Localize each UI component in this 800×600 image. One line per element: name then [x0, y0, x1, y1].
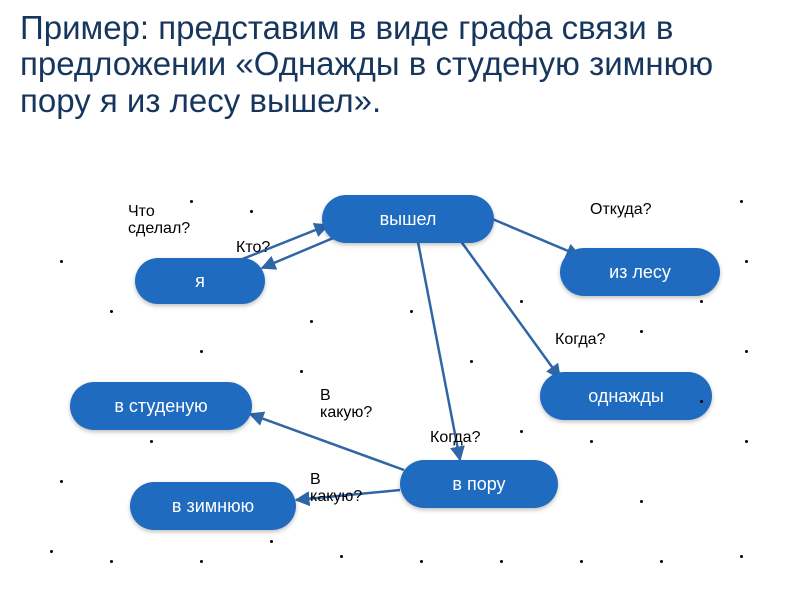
decorative-dot	[420, 560, 423, 563]
decorative-dot	[520, 430, 523, 433]
decorative-dot	[700, 400, 703, 403]
edge-vyshel-izlesu	[490, 218, 580, 256]
slide: Пример: представим в виде графа связи в …	[0, 0, 800, 600]
decorative-dot	[660, 560, 663, 563]
decorative-dot	[110, 560, 113, 563]
node-vzimnyuyu: в зимнюю	[130, 482, 296, 530]
node-vstudenuyu: в студеную	[70, 382, 252, 430]
decorative-dot	[640, 330, 643, 333]
decorative-dot	[745, 350, 748, 353]
edge-label-ya-vyshel: Что сделал?	[128, 204, 190, 238]
decorative-dot	[740, 555, 743, 558]
edge-vporu-vstudenuyu	[250, 414, 404, 470]
node-vporu: в пору	[400, 460, 558, 508]
node-izlesu: из лесу	[560, 248, 720, 296]
edge-label-vyshel-izlesu: Откуда?	[590, 202, 652, 219]
edge-label-vporu-vzimnyuyu: В какую?	[310, 472, 362, 506]
edge-label-vporu-vstudenuyu: В какую?	[320, 388, 372, 422]
node-ya: я	[135, 258, 265, 304]
decorative-dot	[310, 320, 313, 323]
edge-vyshel-vporu	[418, 242, 460, 460]
decorative-dot	[60, 260, 63, 263]
decorative-dot	[110, 310, 113, 313]
node-odnazhdy: однажды	[540, 372, 712, 420]
decorative-dot	[580, 560, 583, 563]
decorative-dot	[700, 300, 703, 303]
edge-vyshel-ya	[262, 236, 338, 268]
decorative-dot	[740, 200, 743, 203]
decorative-dot	[190, 200, 193, 203]
decorative-dot	[200, 560, 203, 563]
decorative-dot	[745, 440, 748, 443]
decorative-dot	[60, 480, 63, 483]
decorative-dot	[270, 540, 273, 543]
decorative-dot	[250, 210, 253, 213]
decorative-dot	[150, 440, 153, 443]
decorative-dot	[470, 360, 473, 363]
decorative-dot	[340, 555, 343, 558]
decorative-dot	[50, 550, 53, 553]
edge-label-vyshel-ya: Кто?	[236, 240, 270, 257]
decorative-dot	[590, 440, 593, 443]
decorative-dot	[410, 310, 413, 313]
decorative-dot	[500, 560, 503, 563]
decorative-dot	[745, 260, 748, 263]
node-vyshel: вышел	[322, 195, 494, 243]
decorative-dot	[300, 370, 303, 373]
decorative-dot	[520, 300, 523, 303]
decorative-dot	[640, 500, 643, 503]
edge-label-vyshel-odnazhdy: Когда?	[555, 332, 605, 349]
decorative-dot	[200, 350, 203, 353]
slide-title: Пример: представим в виде графа связи в …	[20, 10, 780, 119]
edge-label-vyshel-vporu: Когда?	[430, 430, 480, 447]
edge-vyshel-odnazhdy	[460, 240, 560, 378]
